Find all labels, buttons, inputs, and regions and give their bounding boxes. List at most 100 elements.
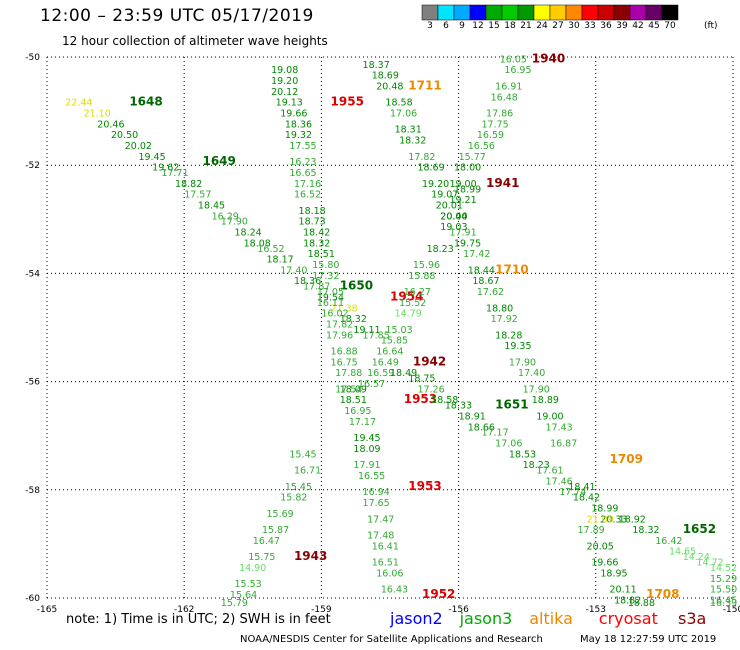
colorbar-swatch bbox=[485, 4, 503, 21]
colorbar-unit: (ft) bbox=[704, 21, 718, 31]
pass-time-label: 1955 bbox=[331, 95, 364, 109]
colorbar-swatch bbox=[565, 4, 583, 21]
wave-height-value: 16.71 bbox=[294, 466, 321, 477]
lat-label: -58 bbox=[25, 486, 40, 496]
wave-height-value: 21.38 bbox=[331, 303, 358, 314]
colorbar-label: 21 bbox=[520, 21, 532, 31]
wave-height-value: 17.71 bbox=[161, 168, 188, 179]
colorbar-label: 45 bbox=[648, 21, 660, 31]
wave-height-value: 19.32 bbox=[285, 130, 312, 141]
lon-label: -153 bbox=[586, 605, 606, 615]
wave-height-value: 18.45 bbox=[198, 200, 225, 211]
wave-height-value: 17.32 bbox=[312, 271, 339, 282]
wave-height-value: 15.03 bbox=[385, 325, 412, 336]
wave-height-value: 17.54 bbox=[335, 384, 362, 395]
wave-height-value: 18.82 bbox=[175, 179, 202, 190]
wave-height-value: 17.89 bbox=[578, 525, 605, 536]
page-subtitle: 12 hour collection of altimeter wave hei… bbox=[62, 34, 328, 48]
wave-height-value: 18.51 bbox=[308, 249, 335, 260]
wave-height-value: 18.58 bbox=[385, 98, 412, 109]
colorbar-swatch bbox=[549, 4, 567, 21]
lon-label: -159 bbox=[311, 605, 332, 615]
wave-height-value: 19.03 bbox=[440, 222, 467, 233]
wave-height-value: 18.44 bbox=[468, 265, 495, 276]
wave-height-value: 16.29 bbox=[212, 211, 239, 222]
wave-height-value: 20.01 bbox=[436, 200, 463, 211]
wave-height-value: 16.64 bbox=[376, 347, 403, 358]
wave-height-value: 18.18 bbox=[299, 206, 326, 217]
pass-time-label: 1954 bbox=[390, 289, 423, 303]
wave-height-value: 16.52 bbox=[257, 244, 284, 255]
wave-height-value: 14.72 bbox=[696, 558, 723, 569]
wave-height-value: 19.21 bbox=[449, 195, 476, 206]
colorbar-swatch bbox=[453, 4, 471, 21]
colorbar-swatch bbox=[597, 4, 615, 21]
wave-height-value: 15.77 bbox=[459, 152, 486, 163]
colorbar-label: 42 bbox=[632, 21, 644, 31]
wave-height-value: 17.75 bbox=[481, 119, 508, 130]
wave-height-value: 17.17 bbox=[481, 428, 508, 439]
wave-height-value: 15.85 bbox=[381, 336, 408, 347]
colorbar-label: 27 bbox=[552, 21, 564, 31]
credit-line: NOAA/NESDIS Center for Satellite Applica… bbox=[240, 634, 543, 645]
wave-height-value: 18.75 bbox=[408, 374, 435, 385]
wave-height-value: 16.02 bbox=[321, 309, 348, 320]
wave-height-value: 18.32 bbox=[340, 314, 367, 325]
pass-time-label: 1940 bbox=[532, 51, 565, 65]
wave-height-value: 18.36 bbox=[294, 276, 321, 287]
wave-height-value: 17.90 bbox=[509, 357, 536, 368]
wave-height-value: 17.57 bbox=[184, 190, 211, 201]
wave-height-value: 16.42 bbox=[655, 536, 682, 547]
wave-height-value: 18.00 bbox=[454, 163, 481, 174]
wave-height-value: 20.48 bbox=[376, 81, 403, 92]
wave-height-value: 17.87 bbox=[303, 282, 330, 293]
wave-height-value: 14.24 bbox=[683, 552, 710, 563]
wave-height-value: 20.40 bbox=[440, 211, 467, 222]
wave-height-value: 19.00 bbox=[449, 179, 476, 190]
wave-height-value: 17.85 bbox=[363, 330, 390, 341]
wave-height-value: 16.05 bbox=[500, 54, 527, 65]
wave-height-value: 16.43 bbox=[381, 585, 408, 596]
lon-label: -150 bbox=[723, 605, 740, 615]
wave-height-value: 16.49 bbox=[372, 357, 399, 368]
wave-height-value: 18.09 bbox=[340, 384, 367, 395]
wave-height-value: 18.33 bbox=[445, 401, 472, 412]
wave-height-value: 15.80 bbox=[312, 260, 339, 271]
wave-height-value: 18.67 bbox=[472, 276, 499, 287]
wave-height-value: 17.61 bbox=[536, 466, 563, 477]
wave-height-value: 14.52 bbox=[710, 563, 737, 574]
wave-height-value: 16.59 bbox=[367, 368, 394, 379]
wave-height-value: 18.08 bbox=[244, 238, 271, 249]
wave-height-value: 19.66 bbox=[280, 109, 307, 120]
wave-height-value: 16.55 bbox=[358, 471, 385, 482]
satellite-legend-jason2: jason2 bbox=[390, 609, 443, 628]
wave-height-value: 16.27 bbox=[404, 287, 431, 298]
wave-height-value: 19.66 bbox=[591, 558, 618, 569]
wave-height-value: 17.16 bbox=[294, 179, 321, 190]
wave-height-value: 18.91 bbox=[459, 411, 486, 422]
wave-height-value: 19.13 bbox=[276, 98, 303, 109]
wave-height-value: 18.23 bbox=[523, 460, 550, 471]
lat-label: -60 bbox=[25, 594, 40, 604]
wave-height-value: 16.11 bbox=[317, 298, 344, 309]
wave-height-value: 20.12 bbox=[271, 87, 298, 98]
wave-height-value: 18.73 bbox=[299, 217, 326, 228]
wave-height-value: 19.11 bbox=[353, 325, 380, 336]
wave-height-value: 18.28 bbox=[495, 330, 522, 341]
wave-height-value: 18.53 bbox=[509, 449, 536, 460]
wave-height-value: 15.50 bbox=[710, 585, 737, 596]
wave-height-value: 17.40 bbox=[280, 265, 307, 276]
wave-height-value: 16.95 bbox=[504, 65, 531, 76]
wave-height-value: 15.29 bbox=[710, 574, 737, 585]
wave-height-value: 19.20 bbox=[422, 179, 449, 190]
wave-height-value: 18.31 bbox=[395, 125, 422, 136]
wave-height-value: 17.40 bbox=[518, 368, 545, 379]
colorbar-swatch bbox=[533, 4, 551, 21]
colorbar-label: 70 bbox=[664, 21, 676, 31]
wave-height-value: 18.37 bbox=[363, 60, 390, 71]
colorbar-swatch bbox=[517, 4, 535, 21]
wave-height-value: 18.24 bbox=[235, 228, 262, 239]
wave-height-value: 15.53 bbox=[235, 579, 262, 590]
colorbar-label: 9 bbox=[459, 21, 465, 31]
wave-height-value: 17.46 bbox=[545, 476, 572, 487]
